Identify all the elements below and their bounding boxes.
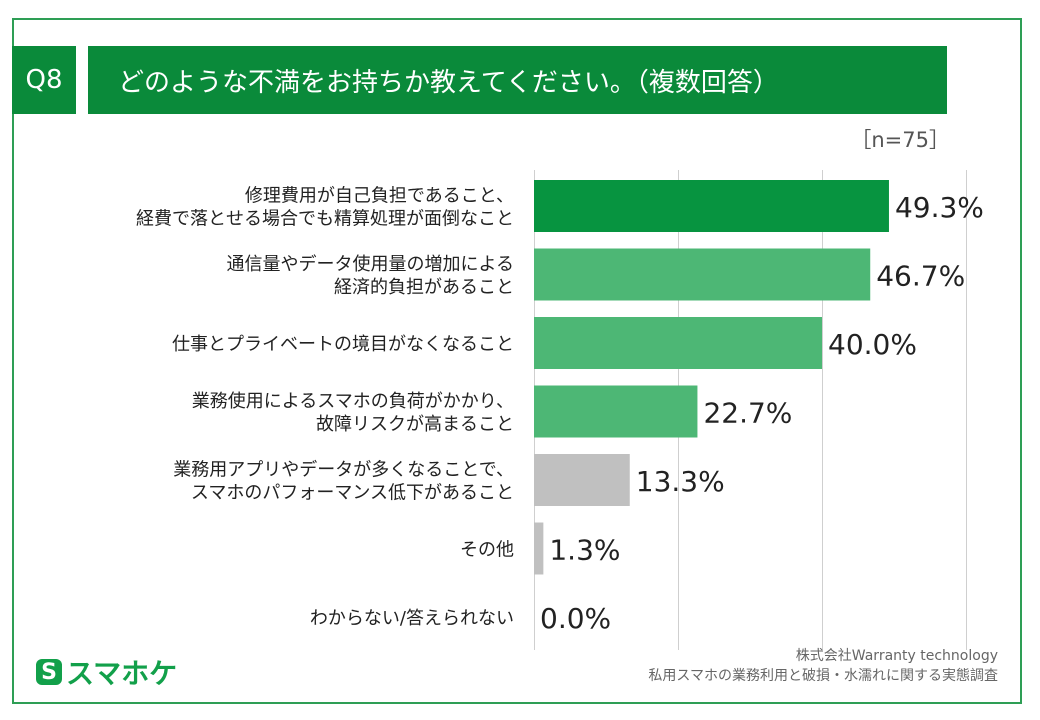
category-label: わからない/答えられない xyxy=(310,608,514,629)
data-label: 22.7% xyxy=(703,397,792,430)
category-label: 故障リスクが高まること xyxy=(316,414,514,435)
data-label: 0.0% xyxy=(540,602,611,635)
source-note: 株式会社Warranty technology 私用スマホの業務利用と破損・水濡… xyxy=(648,646,998,686)
category-label: スマホのパフォーマンス低下があること xyxy=(191,483,514,504)
logo-text: スマホケ xyxy=(66,657,178,690)
category-label: 通信量やデータ使用量の増加による xyxy=(227,254,514,275)
category-label: 経費で落とせる場合でも精算処理が面倒なこと xyxy=(136,209,514,230)
source-company: 株式会社Warranty technology xyxy=(795,648,998,664)
brand-logo: S スマホケ xyxy=(36,652,177,692)
question-badge: Q8 xyxy=(12,46,76,114)
logo-mark-icon: S xyxy=(36,659,62,685)
data-label: 13.3% xyxy=(636,465,725,498)
source-survey: 私用スマホの業務利用と破損・水濡れに関する実態調査 xyxy=(648,668,998,684)
category-label: 業務用アプリやデータが多くなることで、 xyxy=(173,460,514,481)
bar xyxy=(534,180,889,232)
category-label: 仕事とプライベートの境目がなくなること xyxy=(172,334,514,355)
category-label: 業務使用によるスマホの負荷がかかり、 xyxy=(192,391,514,412)
bar xyxy=(534,522,544,575)
outer-frame xyxy=(12,18,1022,704)
bar xyxy=(534,248,871,301)
bar xyxy=(534,385,698,438)
category-label: 経済的負担があること xyxy=(334,277,514,298)
category-label: 修理費用が自己負担であること、 xyxy=(245,186,514,207)
question-title: どのような不満をお持ちか教えてください。（複数回答） xyxy=(88,46,947,114)
data-label: 46.7% xyxy=(876,260,965,293)
bar xyxy=(534,317,822,369)
data-label: 40.0% xyxy=(828,328,917,361)
data-label: 49.3% xyxy=(895,191,984,224)
data-label: 1.3% xyxy=(549,534,620,567)
category-label: その他 xyxy=(460,540,514,561)
sample-size: ［n=75］ xyxy=(850,128,950,152)
bar xyxy=(534,454,630,506)
